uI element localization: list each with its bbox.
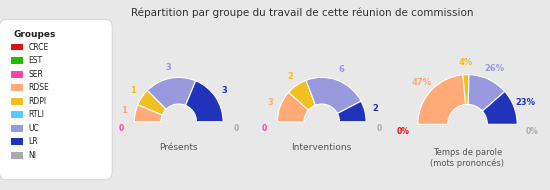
Text: EST: EST bbox=[29, 56, 42, 65]
Text: 4%: 4% bbox=[458, 58, 472, 67]
Wedge shape bbox=[138, 90, 166, 115]
Text: Temps de parole
(mots prononcés): Temps de parole (mots prononcés) bbox=[431, 148, 504, 168]
Text: 3: 3 bbox=[267, 98, 273, 107]
Wedge shape bbox=[147, 77, 196, 109]
Text: NI: NI bbox=[29, 151, 36, 160]
Text: 2: 2 bbox=[373, 104, 378, 113]
Wedge shape bbox=[185, 81, 223, 122]
Bar bbox=[12, 57, 23, 64]
Wedge shape bbox=[134, 105, 162, 122]
Wedge shape bbox=[468, 75, 505, 111]
Text: RDSE: RDSE bbox=[29, 83, 50, 92]
Text: SER: SER bbox=[29, 70, 43, 79]
Wedge shape bbox=[289, 80, 316, 110]
Text: 0: 0 bbox=[261, 124, 267, 133]
Text: Interventions: Interventions bbox=[292, 143, 352, 152]
Text: 0%: 0% bbox=[397, 127, 409, 136]
Bar bbox=[12, 152, 23, 159]
Bar bbox=[12, 44, 23, 51]
Bar bbox=[12, 98, 23, 105]
Bar bbox=[12, 71, 23, 78]
Text: 3: 3 bbox=[165, 63, 171, 72]
Text: Répartition par groupe du travail de cette réunion de commission: Répartition par groupe du travail de cet… bbox=[131, 8, 474, 18]
Text: Présents: Présents bbox=[160, 143, 198, 152]
Text: 47%: 47% bbox=[411, 78, 432, 87]
Text: 0: 0 bbox=[377, 124, 382, 133]
Text: 0: 0 bbox=[118, 124, 124, 133]
Bar bbox=[12, 111, 23, 118]
Wedge shape bbox=[277, 92, 309, 122]
Bar bbox=[12, 84, 23, 91]
Text: Groupes: Groupes bbox=[13, 30, 56, 39]
Text: 0%: 0% bbox=[526, 127, 538, 136]
Wedge shape bbox=[306, 77, 361, 113]
Wedge shape bbox=[482, 91, 517, 124]
Wedge shape bbox=[418, 75, 466, 124]
Bar bbox=[12, 139, 23, 145]
Text: 26%: 26% bbox=[484, 64, 504, 73]
Text: 2: 2 bbox=[287, 72, 293, 81]
Text: RDPI: RDPI bbox=[29, 97, 47, 106]
Text: CRCE: CRCE bbox=[29, 43, 49, 52]
Text: UC: UC bbox=[29, 124, 39, 133]
Wedge shape bbox=[463, 75, 469, 104]
Text: 23%: 23% bbox=[515, 98, 536, 107]
Text: LR: LR bbox=[29, 137, 38, 146]
Text: 1: 1 bbox=[122, 106, 127, 116]
Bar bbox=[12, 125, 23, 132]
Wedge shape bbox=[338, 101, 366, 122]
Text: 3: 3 bbox=[222, 86, 228, 95]
Text: 6: 6 bbox=[338, 65, 344, 74]
Text: RTLI: RTLI bbox=[29, 110, 45, 119]
Text: 1: 1 bbox=[130, 86, 136, 95]
FancyBboxPatch shape bbox=[0, 20, 112, 179]
Text: 0: 0 bbox=[234, 124, 239, 133]
